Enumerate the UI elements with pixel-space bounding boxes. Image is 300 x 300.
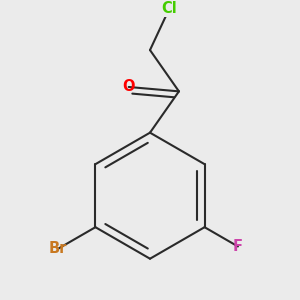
Text: F: F: [233, 239, 243, 254]
Text: Cl: Cl: [161, 1, 177, 16]
Text: O: O: [122, 80, 135, 94]
Text: Br: Br: [49, 242, 67, 256]
